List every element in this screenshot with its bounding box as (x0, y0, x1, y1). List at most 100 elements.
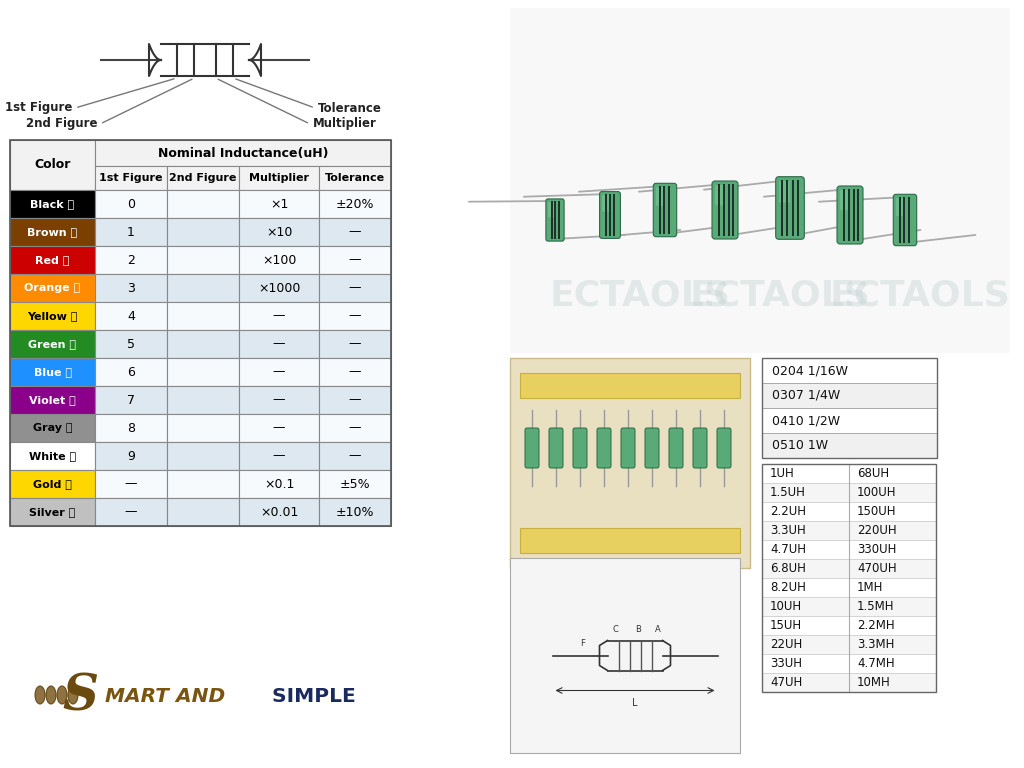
FancyBboxPatch shape (525, 428, 539, 468)
Text: Tolerance: Tolerance (318, 101, 382, 114)
Bar (95, 386, 167, 414)
Bar (167, 274, 239, 302)
FancyBboxPatch shape (546, 199, 564, 241)
Text: 47UH: 47UH (770, 676, 802, 689)
Text: 0: 0 (127, 197, 135, 210)
Bar (95, 470, 167, 498)
FancyBboxPatch shape (896, 198, 905, 216)
FancyBboxPatch shape (600, 191, 621, 238)
Text: 10UH: 10UH (770, 600, 802, 613)
Bar (762, 616, 936, 635)
Text: 150UH: 150UH (857, 505, 896, 518)
Text: —: — (272, 366, 286, 379)
FancyBboxPatch shape (669, 428, 683, 468)
Bar (319, 218, 391, 246)
Bar (319, 246, 391, 274)
Text: 2.2MH: 2.2MH (857, 619, 895, 632)
Bar (319, 166, 391, 190)
Text: Multiplier: Multiplier (313, 118, 377, 131)
FancyBboxPatch shape (893, 194, 916, 246)
Bar (167, 414, 239, 442)
Text: Tolerance: Tolerance (325, 173, 385, 183)
Bar (762, 464, 936, 483)
Text: 0510 1W: 0510 1W (772, 439, 828, 452)
Text: ×1: ×1 (269, 197, 288, 210)
Bar (762, 559, 936, 578)
Bar (167, 358, 239, 386)
Bar (10, 302, 95, 330)
Text: —: — (349, 366, 361, 379)
FancyBboxPatch shape (776, 177, 804, 240)
FancyBboxPatch shape (837, 186, 863, 244)
FancyBboxPatch shape (656, 187, 666, 206)
Bar (95, 190, 167, 218)
Text: —: — (272, 393, 286, 406)
Text: 3.3MH: 3.3MH (857, 638, 894, 651)
Bar (10, 190, 95, 218)
Bar (167, 442, 239, 470)
Text: Brown 棕: Brown 棕 (28, 227, 78, 237)
FancyBboxPatch shape (653, 184, 677, 237)
Bar (239, 358, 319, 386)
Text: 0410 1/2W: 0410 1/2W (772, 414, 840, 427)
Bar (10, 330, 95, 358)
Bar (762, 578, 936, 597)
Bar (10, 218, 95, 246)
Text: 15UH: 15UH (770, 619, 802, 632)
Bar (239, 302, 319, 330)
Text: Black 黑: Black 黑 (31, 199, 75, 209)
Bar (167, 218, 239, 246)
Text: White 白: White 白 (29, 451, 76, 461)
Text: Silver 銀: Silver 銀 (30, 507, 76, 517)
Text: —: — (125, 478, 137, 491)
Bar (762, 383, 937, 408)
Text: —: — (272, 337, 286, 350)
Bar (762, 654, 936, 673)
Text: —: — (349, 253, 361, 266)
Text: 330UH: 330UH (857, 543, 896, 556)
Bar (167, 498, 239, 526)
Text: 8.2UH: 8.2UH (770, 581, 806, 594)
Text: —: — (349, 337, 361, 350)
Bar (10, 274, 95, 302)
FancyBboxPatch shape (645, 428, 659, 468)
Ellipse shape (35, 686, 45, 704)
Text: ×0.01: ×0.01 (260, 505, 298, 518)
Text: 4.7MH: 4.7MH (857, 657, 895, 670)
FancyBboxPatch shape (717, 428, 731, 468)
Ellipse shape (57, 686, 67, 704)
Bar (319, 470, 391, 498)
Bar (95, 140, 391, 166)
Bar (167, 190, 239, 218)
Bar (95, 442, 167, 470)
Bar (762, 433, 937, 458)
Text: Multiplier: Multiplier (249, 173, 309, 183)
Text: A: A (654, 625, 660, 634)
Bar (95, 414, 167, 442)
Text: 3: 3 (127, 282, 135, 294)
Text: Color: Color (35, 158, 71, 171)
Bar (167, 166, 239, 190)
Text: Red 红: Red 红 (35, 255, 70, 265)
Bar (239, 498, 319, 526)
Text: Nominal Inductance(uH): Nominal Inductance(uH) (158, 147, 329, 160)
Text: S: S (61, 673, 98, 721)
Bar (95, 218, 167, 246)
Text: —: — (272, 310, 286, 323)
Bar (520, 528, 740, 553)
Bar (762, 635, 936, 654)
Bar (167, 246, 239, 274)
Text: 3.3UH: 3.3UH (770, 524, 806, 537)
Text: ±20%: ±20% (336, 197, 374, 210)
FancyBboxPatch shape (573, 428, 587, 468)
Text: 2nd Figure: 2nd Figure (169, 173, 237, 183)
Text: —: — (349, 226, 361, 239)
Text: SIMPLE: SIMPLE (265, 687, 355, 707)
Bar (319, 190, 391, 218)
Text: ECTAOLS: ECTAOLS (550, 278, 730, 312)
Bar (95, 274, 167, 302)
Text: 2: 2 (127, 253, 135, 266)
Text: 220UH: 220UH (857, 524, 897, 537)
FancyBboxPatch shape (779, 181, 790, 203)
Bar (167, 386, 239, 414)
